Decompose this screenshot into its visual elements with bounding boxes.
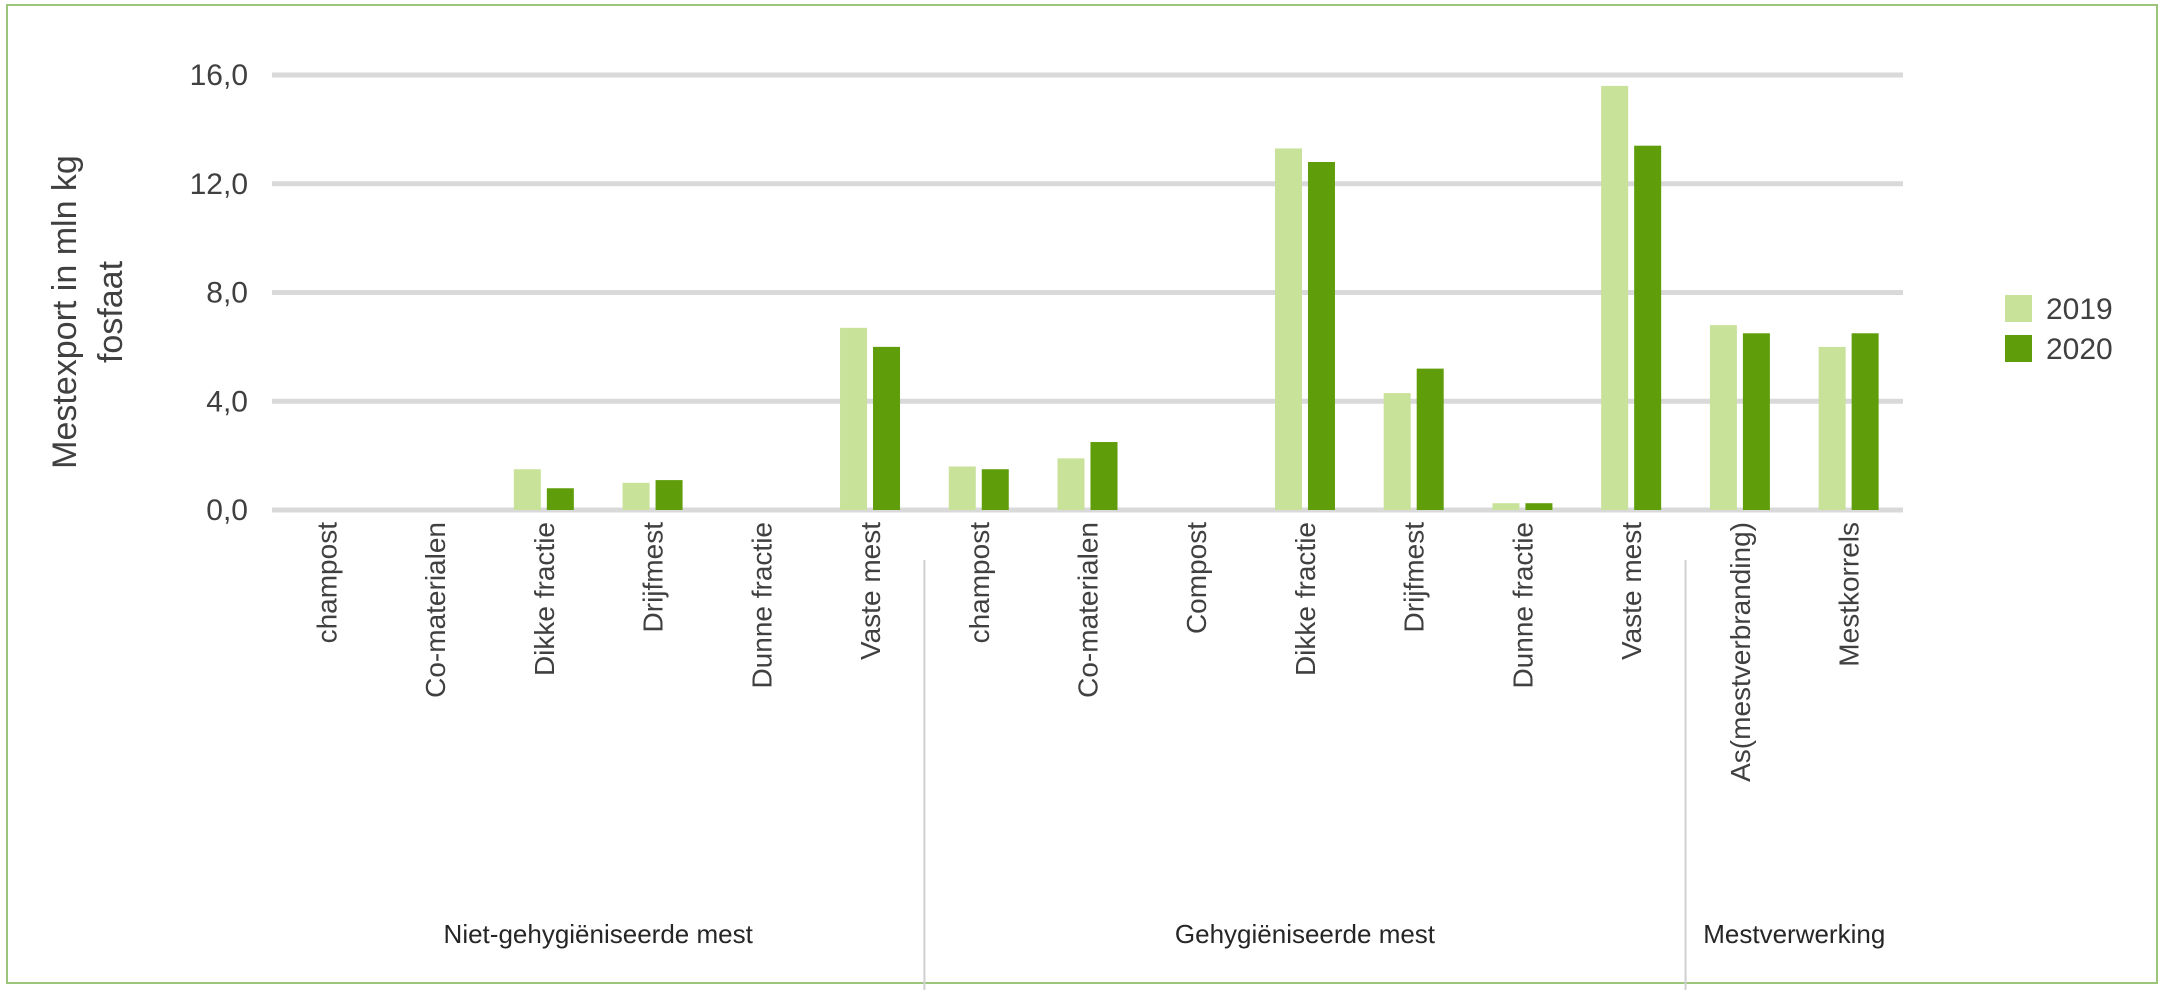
- category-label: Dikke fractie: [529, 522, 560, 676]
- bar-2019: [1492, 503, 1520, 510]
- category-label: Vaste mest: [855, 522, 886, 660]
- bar-2019: [1709, 325, 1737, 510]
- bar-2019: [948, 466, 976, 510]
- bar-2020: [1742, 333, 1770, 510]
- y-axis-label-line-1: Mestexport in mln kg: [46, 155, 84, 469]
- bar-2020: [1525, 503, 1553, 510]
- y-tick-label: 12,0: [190, 168, 248, 201]
- bar-2020: [1090, 442, 1118, 510]
- category-label: As(mestverbranding): [1725, 522, 1756, 782]
- category-label: Co-materialen: [420, 522, 451, 698]
- bar-2019: [1274, 148, 1302, 510]
- y-tick-labels: 0,0 4,0 8,0 12,0 16,0: [190, 59, 248, 527]
- bar-2020: [546, 488, 574, 510]
- chart-frame: [6, 4, 2158, 984]
- bar-2020: [1307, 162, 1335, 510]
- group-label: Gehygiëniseerde mest: [1175, 919, 1436, 949]
- bar-2019: [513, 469, 541, 510]
- category-label: Drijfmest: [638, 522, 669, 633]
- bars: [513, 85, 1879, 510]
- bar-2019: [1383, 393, 1411, 510]
- bar-2019: [622, 482, 650, 510]
- category-label: Vaste mest: [1616, 522, 1647, 660]
- group-labels: Niet-gehygiëniseerde mest Gehygiëniseerde…: [444, 560, 1885, 990]
- category-label: Drijfmest: [1399, 522, 1430, 633]
- bar-2020: [655, 480, 683, 510]
- group-label: Mestverwerking: [1703, 919, 1885, 949]
- category-label: Compost: [1181, 522, 1212, 634]
- category-label: champost: [964, 522, 995, 644]
- category-label: Dikke fractie: [1290, 522, 1321, 676]
- category-label: Dunne fractie: [746, 522, 777, 689]
- category-label: Dunne fractie: [1507, 522, 1538, 689]
- legend-label: 2020: [2046, 333, 2113, 366]
- y-tick-label: 8,0: [206, 277, 248, 310]
- bar-2020: [873, 346, 901, 510]
- category-label: Mestkorrels: [1834, 522, 1865, 667]
- group-label: Niet-gehygiëniseerde mest: [444, 919, 754, 949]
- y-tick-label: 16,0: [190, 59, 248, 92]
- legend-swatch: [2005, 295, 2032, 322]
- y-axis-label-line-2: fosfaat: [92, 260, 130, 363]
- legend-swatch: [2005, 335, 2032, 362]
- bar-2019: [840, 327, 868, 510]
- bar-2019: [1818, 346, 1846, 510]
- gridlines: [272, 72, 1903, 513]
- bar-2020: [1416, 368, 1444, 510]
- bar-2019: [1057, 458, 1085, 510]
- legend-label: 2019: [2046, 293, 2113, 326]
- y-tick-label: 4,0: [206, 385, 248, 418]
- category-label: champost: [311, 522, 342, 644]
- bar-2020: [1634, 145, 1662, 510]
- bar-2020: [981, 469, 1009, 510]
- legend: 2019 2020: [2005, 293, 2113, 366]
- category-label: Co-materialen: [1073, 522, 1104, 698]
- y-tick-label: 0,0: [206, 494, 248, 527]
- bar-2020: [1851, 333, 1879, 510]
- category-labels: champost Co-materialen Dikke fractie Drijfm…: [311, 522, 1864, 782]
- bar-2019: [1601, 85, 1629, 510]
